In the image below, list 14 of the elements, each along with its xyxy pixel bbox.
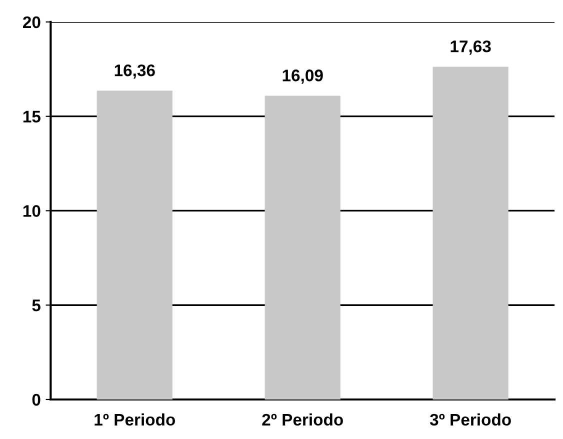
y-tick-label: 20 [22, 16, 40, 28]
y-tick-label: 0 [32, 394, 40, 406]
data-label: 16,36 [114, 64, 155, 79]
x-tick-label: 3º Periodo [430, 413, 511, 426]
bar [264, 96, 340, 400]
bar [432, 66, 508, 400]
bar [96, 90, 172, 400]
data-label: 16,09 [282, 70, 323, 84]
y-tick-label: 5 [32, 300, 40, 312]
data-label: 17,63 [450, 40, 491, 55]
x-tick-label: 2º Periodo [262, 413, 343, 426]
x-tick-label: 1º Periodo [94, 413, 176, 426]
y-tick-label: 10 [23, 205, 40, 217]
y-tick-label: 15 [23, 110, 40, 123]
